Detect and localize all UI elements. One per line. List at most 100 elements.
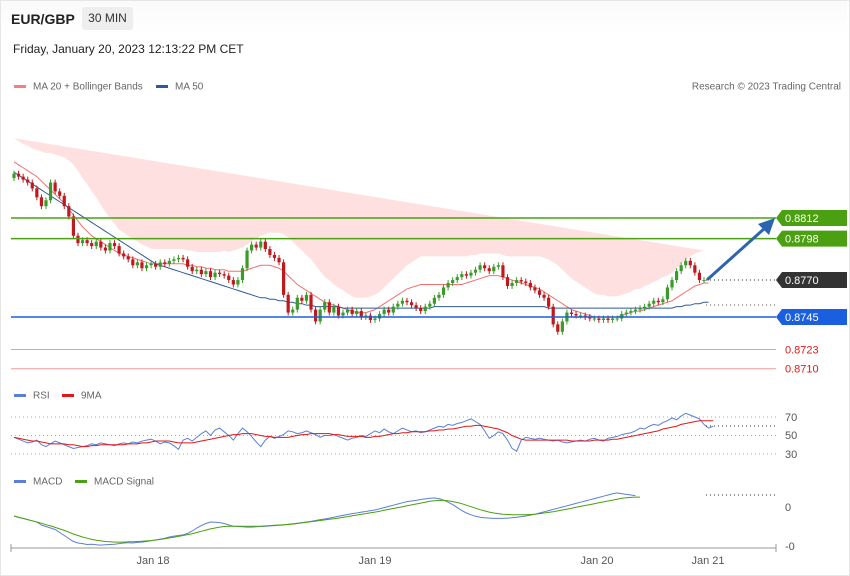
candle-body bbox=[579, 315, 583, 317]
projection-arrow-shaft bbox=[706, 226, 767, 281]
candle-body bbox=[318, 309, 322, 322]
datetime-label: Friday, January 20, 2023 12:13:22 PM CET bbox=[13, 42, 244, 56]
candle-body bbox=[569, 312, 574, 315]
candle-body bbox=[437, 294, 441, 298]
candle-body bbox=[684, 260, 688, 266]
macd-line bbox=[13, 492, 636, 546]
projection-arrow-head bbox=[758, 218, 775, 235]
candle-body bbox=[656, 300, 660, 303]
candle-body bbox=[26, 179, 30, 183]
candle-body bbox=[633, 309, 638, 312]
candle-body bbox=[396, 303, 400, 307]
candle-body bbox=[382, 309, 386, 315]
candle-body bbox=[140, 262, 144, 269]
candle-body bbox=[94, 241, 98, 247]
candle-body bbox=[405, 300, 409, 303]
copyright-label: Research © 2023 Trading Central bbox=[692, 82, 841, 93]
candle-body bbox=[432, 297, 436, 304]
candle-body bbox=[295, 297, 299, 310]
candle-body bbox=[99, 241, 103, 248]
timeframe-button[interactable]: 30 MIN bbox=[82, 7, 133, 30]
candle-body bbox=[556, 324, 560, 332]
candle-body bbox=[601, 318, 606, 320]
candle-body bbox=[277, 257, 281, 263]
candle-body bbox=[154, 263, 158, 267]
candle-body bbox=[263, 241, 267, 250]
legend-rsi: RSI bbox=[33, 391, 50, 402]
level-label-0.8798: 0.8798 bbox=[785, 234, 819, 246]
candle-body bbox=[240, 268, 245, 281]
candle-body bbox=[208, 271, 213, 278]
candle-body bbox=[103, 247, 107, 251]
candle-body bbox=[638, 308, 642, 310]
candle-body bbox=[409, 302, 414, 306]
candle-body bbox=[62, 195, 66, 207]
candle-body bbox=[126, 256, 130, 260]
candle-body bbox=[460, 274, 464, 278]
rsi-line bbox=[13, 412, 714, 452]
candle-body bbox=[58, 191, 62, 196]
candle-body bbox=[30, 182, 34, 189]
legend-macd-signal: MACD Signal bbox=[94, 477, 154, 488]
level-label-0.8770: 0.8770 bbox=[785, 275, 819, 287]
candle-body bbox=[35, 188, 39, 198]
candle-body bbox=[547, 297, 551, 307]
candle-body bbox=[250, 244, 254, 251]
candle-body bbox=[213, 272, 217, 278]
legend-swatch-macd-signal bbox=[75, 480, 87, 483]
candle-body bbox=[501, 265, 505, 278]
candle-body bbox=[336, 306, 341, 316]
candle-body bbox=[204, 271, 208, 275]
candle-body bbox=[693, 265, 697, 273]
candle-body bbox=[231, 280, 235, 285]
macd-tick-neg0: -0 bbox=[785, 541, 795, 553]
candle-body bbox=[44, 200, 48, 207]
candle-body bbox=[542, 294, 546, 298]
candle-body bbox=[12, 173, 16, 179]
candle-body bbox=[16, 173, 21, 177]
candle-body bbox=[323, 302, 327, 310]
candle-body bbox=[327, 302, 331, 313]
candle-body bbox=[254, 244, 258, 248]
candle-body bbox=[304, 294, 309, 301]
candle-body bbox=[71, 216, 76, 236]
candle-body bbox=[400, 300, 405, 304]
legend-ma50: MA 50 bbox=[175, 82, 204, 93]
legend-swatch-ma50 bbox=[156, 85, 168, 88]
candle-body bbox=[533, 287, 537, 291]
candle-body bbox=[172, 259, 176, 261]
candle-body bbox=[647, 303, 651, 307]
candle-body bbox=[373, 318, 377, 320]
x-tick-jan19: Jan 19 bbox=[358, 555, 391, 567]
candle-body bbox=[505, 277, 510, 286]
candle-body bbox=[268, 249, 272, 255]
candle-body bbox=[282, 262, 286, 295]
level-tag-0.8745 bbox=[776, 309, 847, 325]
candle-body bbox=[341, 312, 345, 316]
rsi-ma-line bbox=[13, 420, 714, 448]
legend-ma20: MA 20 + Bollinger Bands bbox=[33, 82, 143, 93]
legend-9ma: 9MA bbox=[81, 391, 102, 402]
level-tag-0.8812 bbox=[776, 210, 847, 226]
candle-body bbox=[492, 266, 496, 272]
candle-body bbox=[135, 262, 139, 266]
candle-body bbox=[496, 265, 500, 267]
candle-body bbox=[222, 274, 226, 276]
header-bar bbox=[1, 1, 847, 35]
candle-body bbox=[592, 318, 596, 320]
candle-body bbox=[441, 287, 446, 295]
candle-body bbox=[574, 314, 578, 316]
candle-body bbox=[167, 260, 171, 264]
candle-body bbox=[515, 280, 519, 284]
candle-body bbox=[697, 272, 702, 281]
candle-body bbox=[359, 311, 363, 317]
candle-body bbox=[524, 281, 528, 284]
candle-body bbox=[53, 182, 57, 192]
candle-body bbox=[80, 240, 85, 244]
candle-body bbox=[149, 263, 153, 266]
candle-body bbox=[272, 254, 277, 258]
candle-body bbox=[350, 309, 354, 315]
candle-body bbox=[510, 283, 514, 286]
level-label-0.8710: 0.8710 bbox=[785, 364, 819, 376]
candle-body bbox=[487, 268, 491, 272]
